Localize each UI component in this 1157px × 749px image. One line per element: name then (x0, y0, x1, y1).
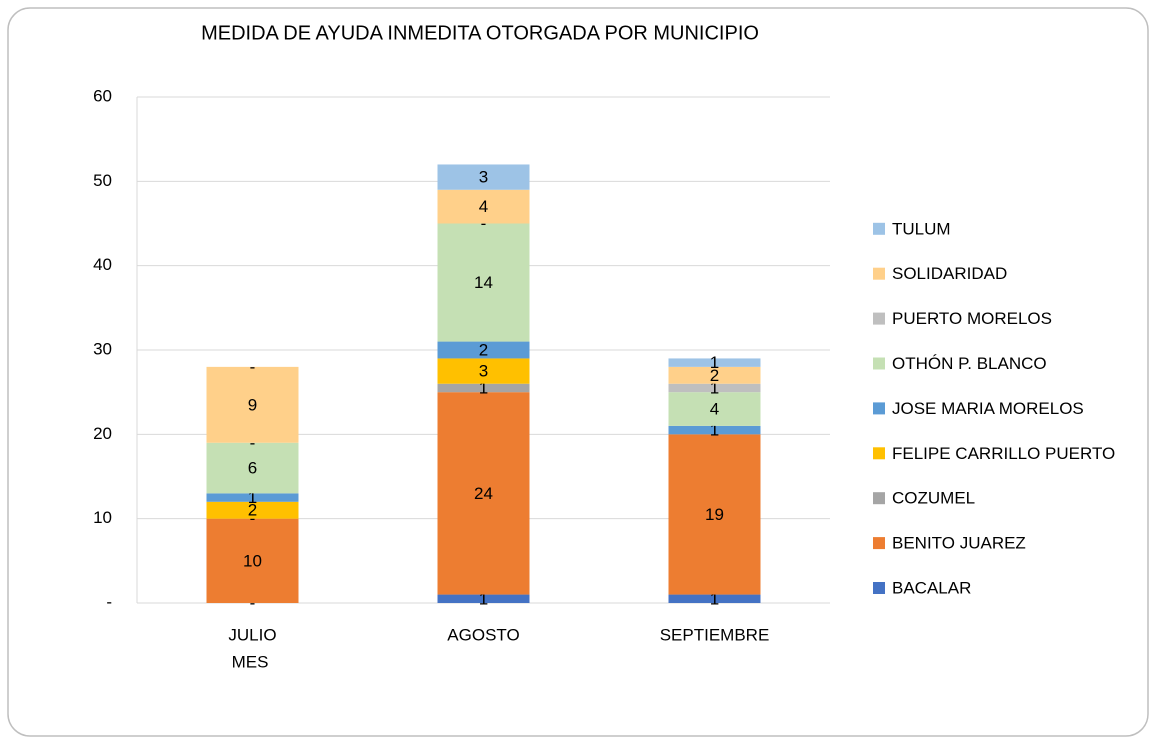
legend-label: BACALAR (892, 578, 971, 597)
data-label: 19 (705, 505, 724, 524)
legend-swatch (873, 537, 885, 550)
data-label: 9 (248, 395, 257, 414)
data-label: 24 (474, 484, 493, 503)
x-axis-label: MES (232, 652, 269, 671)
legend-swatch (873, 582, 885, 594)
bar-segment (206, 366, 299, 443)
y-tick-label: 20 (93, 424, 112, 443)
bar-segment (437, 341, 530, 359)
bar-segment (668, 594, 761, 603)
y-tick-label: 60 (93, 86, 112, 105)
legend-label: OTHÓN P. BLANCO (892, 354, 1047, 373)
data-label: 1 (710, 589, 719, 608)
legend-swatch (873, 447, 885, 460)
bar-segment (437, 189, 530, 224)
y-tick-label: 40 (93, 255, 112, 274)
legend-label: FELIPE CARRILLO PUERTO (892, 444, 1115, 463)
data-label: 1 (248, 488, 257, 507)
bar-segment (668, 366, 761, 384)
legend-label: TULUM (892, 219, 951, 238)
data-label: 1 (479, 378, 488, 397)
x-tick-label: JULIO (228, 625, 276, 644)
data-label: 14 (474, 273, 493, 292)
legend-label: PUERTO MORELOS (892, 309, 1052, 328)
bar-segment (668, 434, 761, 595)
y-tick-label: - (106, 592, 112, 611)
bar-segment (437, 383, 530, 393)
data-label: 10 (243, 551, 262, 570)
x-tick-label: AGOSTO (447, 625, 519, 644)
data-label: - (250, 357, 256, 376)
chart-title: MEDIDA DE AYUDA INMEDITA OTORGADA POR MU… (201, 22, 759, 44)
y-tick-label: 30 (93, 339, 112, 358)
legend-label: BENITO JUAREZ (892, 534, 1026, 553)
legend-label: JOSE MARIA MORELOS (892, 399, 1084, 418)
bar-segment (437, 164, 530, 190)
legend-swatch (873, 357, 885, 370)
bar-segment (668, 425, 761, 435)
bar-segment (206, 518, 299, 603)
bar-segment (668, 392, 761, 426)
y-tick-label: 50 (93, 171, 112, 190)
data-label: 2 (248, 501, 257, 520)
data-label: 1 (710, 378, 719, 397)
bar-segment (437, 594, 530, 603)
data-label: 4 (479, 197, 488, 216)
x-tick-label: SEPTIEMBRE (660, 625, 770, 644)
legend-swatch (873, 267, 885, 280)
data-label: 6 (248, 459, 257, 478)
bar-segment (437, 392, 530, 595)
bar-segment (206, 442, 299, 494)
data-label: 1 (710, 353, 719, 372)
y-tick-label: 10 (93, 508, 112, 527)
bar-segment (668, 358, 761, 367)
data-label: 1 (710, 421, 719, 440)
data-label: 2 (710, 366, 719, 385)
data-label: 1 (479, 589, 488, 608)
data-label: 3 (479, 362, 488, 381)
bar-segment (206, 493, 299, 502)
legend-swatch (873, 492, 885, 505)
data-label: 2 (479, 340, 488, 359)
legend-label: COZUMEL (892, 489, 975, 508)
legend-label: SOLIDARIDAD (892, 264, 1007, 283)
bar-segment (437, 358, 530, 384)
legend-swatch (873, 402, 885, 415)
bar-segment (437, 223, 530, 342)
legend-swatch (873, 312, 885, 325)
data-label: 3 (479, 168, 488, 187)
bar-segment (206, 501, 299, 519)
bar-segment (668, 383, 761, 393)
data-label: 4 (710, 400, 719, 419)
legend-swatch (873, 222, 885, 235)
